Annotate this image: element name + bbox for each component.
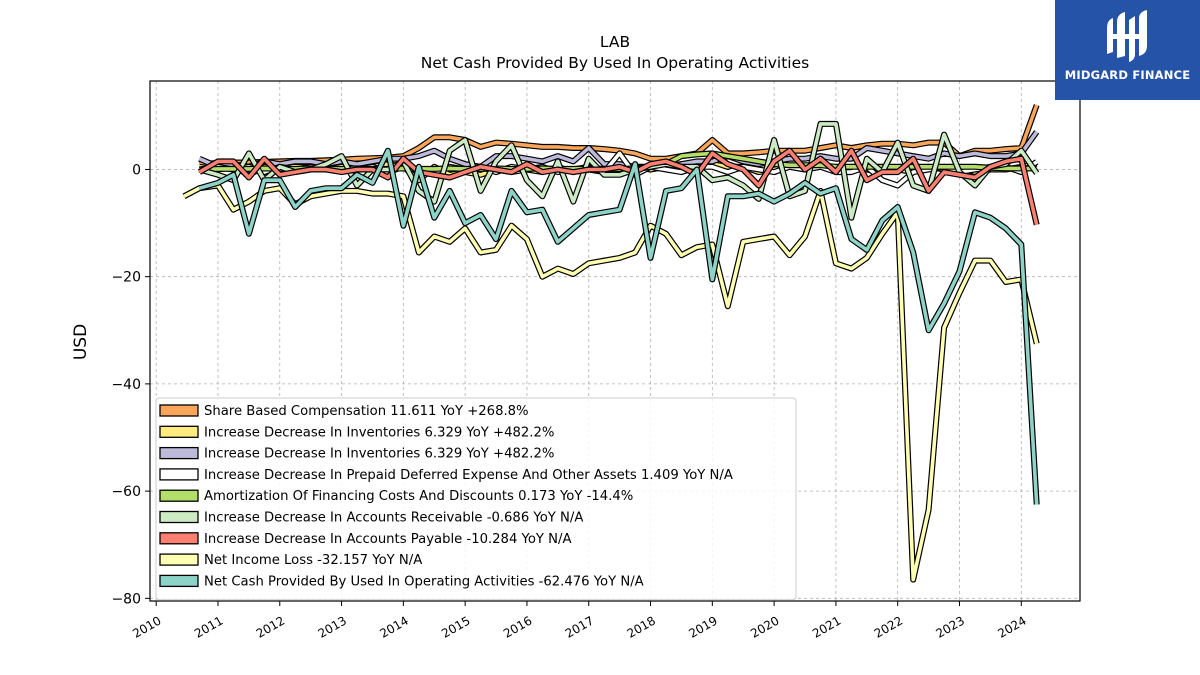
y-tick-label: −60 <box>111 484 141 500</box>
legend-label: Increase Decrease In Accounts Receivable… <box>204 511 583 526</box>
x-tick-label: 2021 <box>810 613 843 640</box>
legend-label: Increase Decrease In Accounts Payable -1… <box>204 532 571 547</box>
x-tick-label: 2016 <box>501 613 534 640</box>
logo-text: MIDGARD FINANCE <box>1064 68 1191 82</box>
plot-frame <box>149 80 1081 602</box>
y-tick-label: −80 <box>111 591 141 607</box>
y-tick-label: −20 <box>111 270 141 286</box>
x-tick-label: 2024 <box>995 613 1028 640</box>
x-tick-label: 2020 <box>748 613 781 640</box>
legend-swatch <box>159 510 199 524</box>
legend-label: Increase Decrease In Inventories 6.329 Y… <box>204 447 554 462</box>
legend-swatch <box>159 574 199 588</box>
legend-swatch <box>159 468 199 481</box>
x-tick-label: 2012 <box>254 613 287 640</box>
legend-swatch <box>159 404 199 417</box>
legend-swatch <box>159 425 199 438</box>
x-tick-label: 2018 <box>625 613 658 640</box>
logo: MIDGARD FINANCE <box>1055 0 1200 100</box>
chart-title: LAB <box>600 33 630 51</box>
x-tick-label: 2011 <box>192 613 225 640</box>
legend-swatch <box>159 553 199 566</box>
x-tick-label: 2015 <box>439 613 472 640</box>
x-tick-label: 2022 <box>872 613 905 640</box>
series-line-increase-decrease-in-accounts-receivable <box>198 122 1039 220</box>
x-tick-label: 2013 <box>316 613 349 640</box>
x-tick-label: 2010 <box>130 613 163 640</box>
series-line-increase-decrease-in-accounts-payable <box>198 148 1039 226</box>
legend-label: Share Based Compensation 11.611 YoY +268… <box>204 404 529 419</box>
x-tick-label: 2014 <box>377 613 410 640</box>
x-tick-label: 2019 <box>686 613 719 640</box>
legend-label: Increase Decrease In Inventories 6.329 Y… <box>204 425 554 440</box>
x-tick-label: 2017 <box>563 613 596 640</box>
y-axis-label: USD <box>71 324 91 360</box>
legend-swatch <box>159 489 199 502</box>
legend-label: Increase Decrease In Prepaid Deferred Ex… <box>204 468 733 483</box>
x-tick-label: 2023 <box>934 613 967 640</box>
legend: Share Based Compensation 11.611 YoY +268… <box>155 397 797 601</box>
series-line-net-income-loss <box>183 183 1039 582</box>
logo-mark-icon <box>1107 10 1147 62</box>
legend-label: Net Cash Provided By Used In Operating A… <box>204 574 644 589</box>
legend-box <box>155 397 797 601</box>
legend-swatch <box>159 532 199 545</box>
y-tick-label: 0 <box>132 162 141 178</box>
legend-label: Amortization Of Financing Costs And Disc… <box>204 489 633 504</box>
y-tick-label: −40 <box>111 377 141 393</box>
legend-swatch <box>159 446 199 460</box>
legend-label: Net Income Loss -32.157 YoY N/A <box>204 553 422 568</box>
series-line-net-cash-provided-by-used-in-operating-activities <box>198 148 1039 505</box>
chart-subtitle: Net Cash Provided By Used In Operating A… <box>421 54 809 72</box>
